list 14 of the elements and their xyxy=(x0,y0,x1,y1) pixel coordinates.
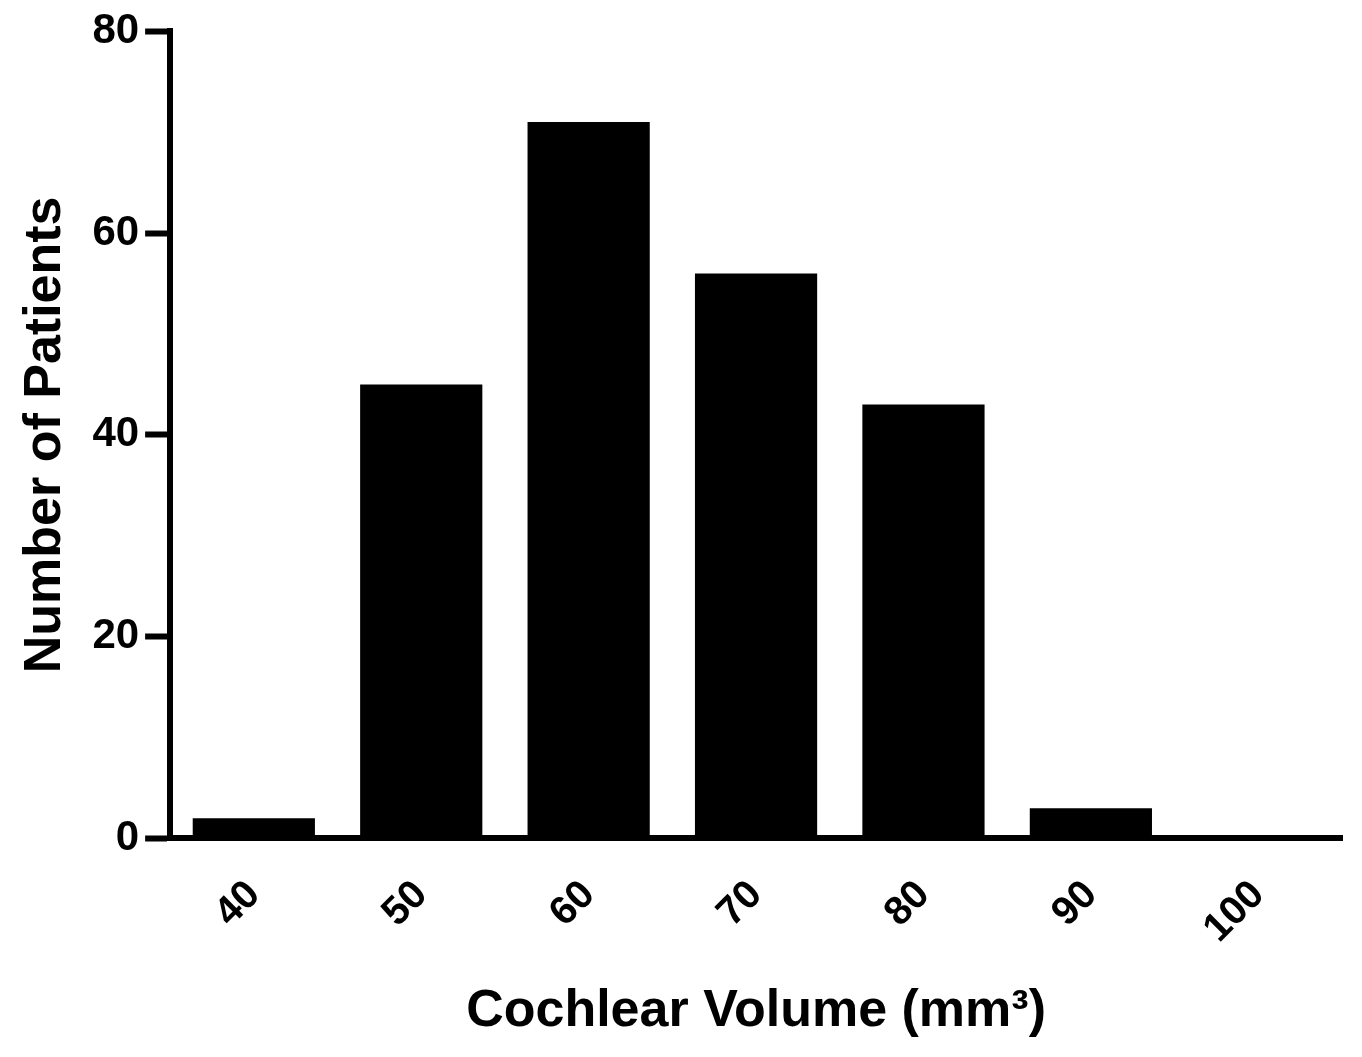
y-tick-label: 40 xyxy=(92,408,140,456)
x-tick-label: 70 xyxy=(706,870,770,934)
x-tick-label: 100 xyxy=(1193,870,1272,950)
x-axis-title: Cochlear Volume (mm³) xyxy=(466,979,1046,1038)
x-tick-label: 50 xyxy=(372,870,435,934)
y-tick-label: 60 xyxy=(92,206,140,254)
x-tick-label: 60 xyxy=(539,870,603,934)
y-tick-label: 80 xyxy=(92,4,140,52)
y-axis-title: Number of Patients xyxy=(12,196,71,674)
x-tick-label: 80 xyxy=(874,870,937,934)
x-tick-label: 40 xyxy=(204,870,268,934)
y-tick-label: 20 xyxy=(92,610,140,658)
y-tick-label: 0 xyxy=(115,812,140,860)
x-tick-label: 90 xyxy=(1041,870,1105,934)
